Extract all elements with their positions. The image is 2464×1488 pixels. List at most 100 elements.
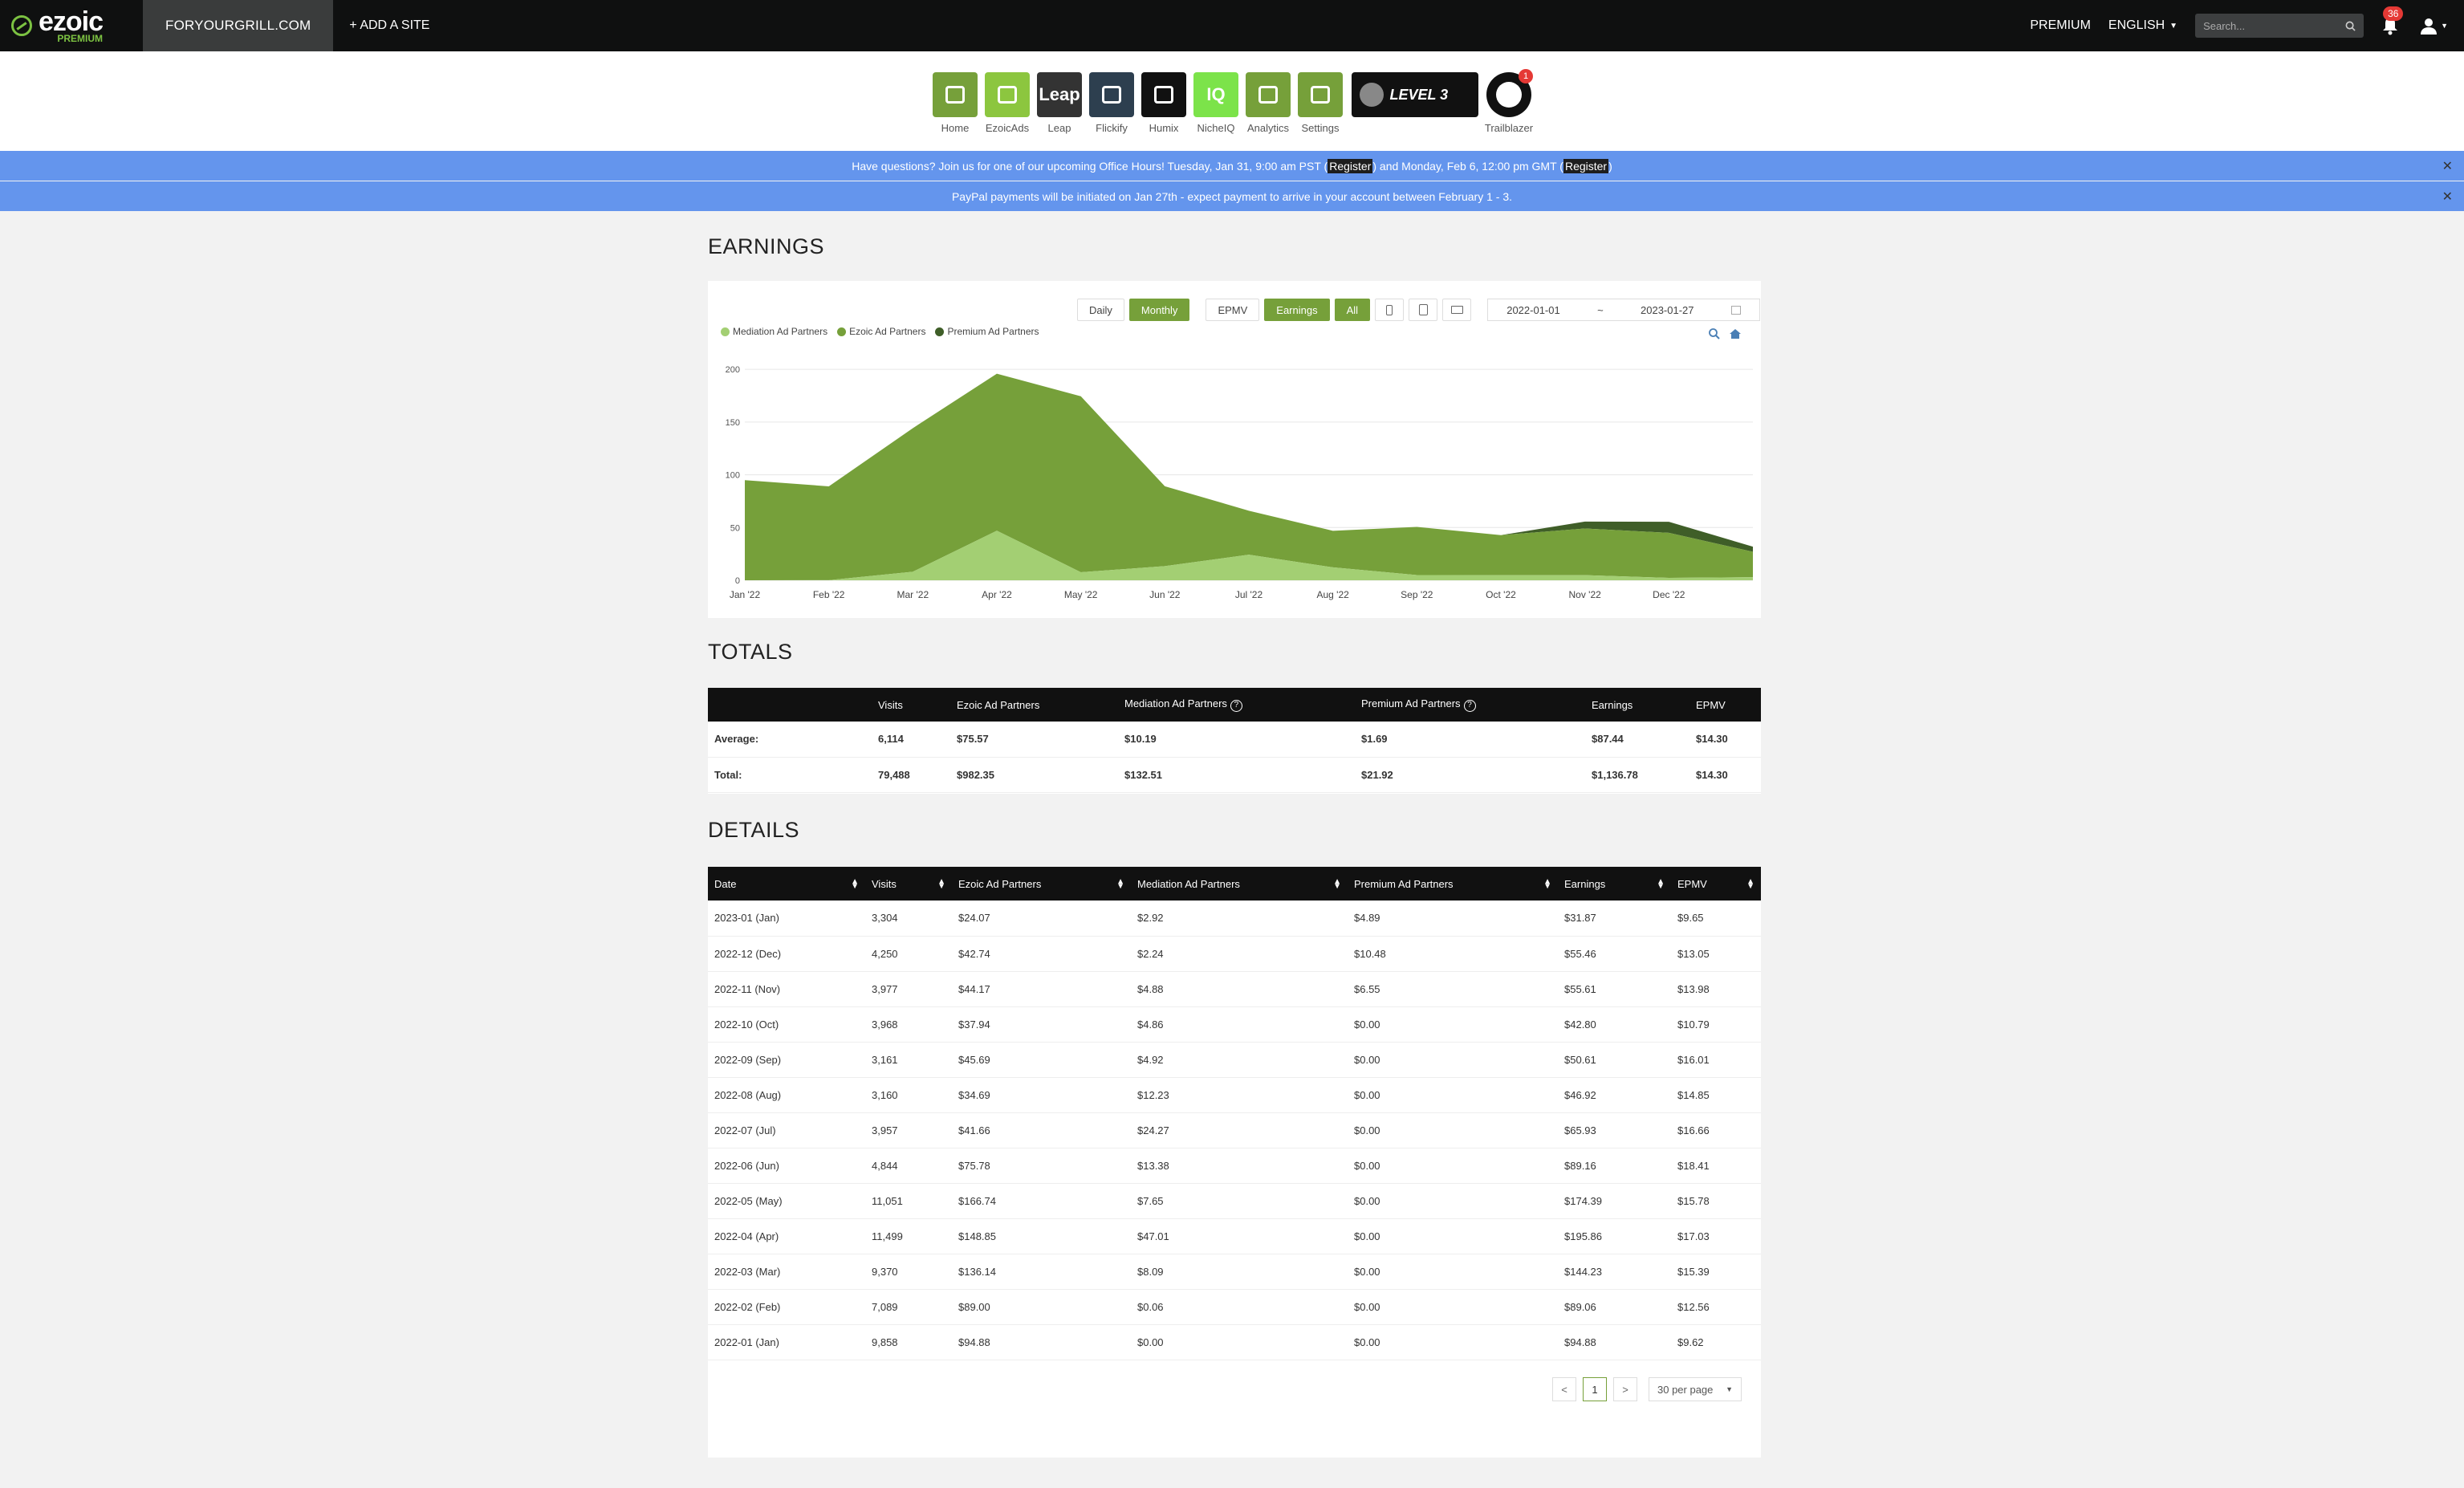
details-header-cell[interactable]: Date ▲ ▼ <box>708 867 865 901</box>
help-icon[interactable]: ? <box>1230 700 1242 712</box>
table-cell: $94.88 <box>952 1324 1131 1360</box>
desktop-button[interactable] <box>1442 299 1472 321</box>
details-table: Date ▲ ▼ Visits ▲ ▼ Ezoic Ad Partners ▲ ▼ Mediati… <box>708 867 1761 1360</box>
totals-cell: $75.57 <box>950 722 1118 758</box>
table-cell: $7.65 <box>1131 1183 1348 1219</box>
search-input[interactable]: Search... <box>2195 14 2364 38</box>
table-cell: 2022-01 (Jan) <box>708 1324 865 1360</box>
ezoic-ads-icon <box>985 72 1030 117</box>
sort-icon[interactable]: ▲ ▼ <box>1333 876 1341 891</box>
sort-icon[interactable]: ▲ ▼ <box>1746 876 1754 891</box>
app-leap[interactable]: Leap Leap <box>1034 72 1086 151</box>
app-launcher: Home EzoicAds Leap Leap Flickify Humix IQ Niche… <box>0 51 2464 151</box>
header-label: Visits <box>872 877 897 890</box>
user-menu[interactable]: ▼ <box>2420 17 2448 35</box>
details-header-cell[interactable]: Premium Ad Partners ▲ ▼ <box>1348 867 1558 901</box>
next-page-button[interactable]: > <box>1613 1377 1637 1401</box>
epmv-button[interactable]: EPMV <box>1206 299 1260 321</box>
tablet-button[interactable] <box>1409 299 1438 321</box>
current-site-tab[interactable]: FORYOURGRILL.COM <box>143 0 334 51</box>
notifications-button[interactable]: 36 <box>2381 6 2404 35</box>
app-home[interactable]: Home <box>929 72 982 151</box>
earnings-button[interactable]: Earnings <box>1264 299 1330 321</box>
add-site-link[interactable]: + ADD A SITE <box>349 18 430 32</box>
daily-button[interactable]: Daily <box>1077 299 1124 321</box>
table-row: 2022-03 (Mar) 9,370 $136.14 $8.09 $0.00 $144.… <box>708 1254 1761 1290</box>
totals-cell: $1,136.78 <box>1585 757 1689 793</box>
table-row: 2022-08 (Aug) 3,160 $34.69 $12.23 $0.00 $46.9… <box>708 1077 1761 1113</box>
close-icon[interactable]: ✕ <box>2442 160 2453 173</box>
table-cell: $10.79 <box>1671 1006 1761 1043</box>
legend-dot <box>935 327 945 337</box>
totals-header-cell: Earnings <box>1585 688 1689 722</box>
sort-icon[interactable]: ▲ ▼ <box>937 876 945 891</box>
app-humix[interactable]: Humix <box>1138 72 1190 151</box>
header-label: Earnings <box>1592 698 1633 711</box>
table-cell: $65.93 <box>1558 1112 1671 1149</box>
table-cell: $0.06 <box>1131 1289 1348 1325</box>
table-cell: $12.56 <box>1671 1289 1761 1325</box>
close-icon[interactable]: ✕ <box>2442 190 2453 204</box>
reset-home-icon[interactable] <box>1729 327 1742 340</box>
table-cell: $44.17 <box>952 971 1131 1007</box>
register-link-2[interactable]: Register <box>1563 158 1609 173</box>
table-cell: 2022-12 (Dec) <box>708 936 865 972</box>
legend-item[interactable]: Premium Ad Partners <box>935 326 1039 337</box>
app-label: Analytics <box>1246 122 1290 134</box>
table-cell: $89.06 <box>1558 1289 1671 1325</box>
register-link-1[interactable]: Register <box>1328 158 1373 173</box>
mobile-button[interactable] <box>1375 299 1405 321</box>
legend-item[interactable]: Mediation Ad Partners <box>721 326 827 337</box>
app-analytics[interactable]: Analytics <box>1242 72 1295 151</box>
sort-icon[interactable]: ▲ ▼ <box>1543 876 1551 891</box>
details-header-cell[interactable]: Ezoic Ad Partners ▲ ▼ <box>952 867 1131 901</box>
app-ezoicads[interactable]: EzoicAds <box>982 72 1034 151</box>
totals-cell: $132.51 <box>1118 757 1355 793</box>
trailblazer-badge: 1 <box>1519 69 1533 83</box>
sort-icon[interactable]: ▲ ▼ <box>851 876 859 891</box>
nicheiq-icon-text: IQ <box>1206 84 1226 104</box>
totals-cell: 79,488 <box>872 757 950 793</box>
monthly-button[interactable]: Monthly <box>1128 299 1190 321</box>
table-cell: $0.00 <box>1348 1254 1558 1290</box>
sort-icon[interactable]: ▲ ▼ <box>1116 876 1124 891</box>
table-cell: $16.66 <box>1671 1112 1761 1149</box>
date-range-picker[interactable]: 2022-01-01 ~ 2023-01-27 <box>1487 299 1761 321</box>
legend-item[interactable]: Ezoic Ad Partners <box>837 326 925 337</box>
header-label: Date <box>714 877 737 890</box>
prev-page-button[interactable]: < <box>1552 1377 1576 1401</box>
table-cell: $31.87 <box>1558 901 1671 937</box>
app-trailblazer[interactable]: 1 Trailblazer <box>1483 69 1535 151</box>
totals-cell: $10.19 <box>1118 722 1355 758</box>
table-cell: 2022-09 (Sep) <box>708 1042 865 1078</box>
earnings-chart-card: Daily Monthly EPMV Earnings All 2022-01-… <box>708 281 1761 618</box>
sort-icon[interactable]: ▲ ▼ <box>1657 876 1665 891</box>
header-label: EPMV <box>1696 698 1726 711</box>
details-header-cell[interactable]: Visits ▲ ▼ <box>865 867 952 901</box>
ezoic-logo-icon <box>11 15 32 36</box>
app-flickify[interactable]: Flickify <box>1086 72 1138 151</box>
page-1-button[interactable]: 1 <box>1583 1377 1607 1401</box>
per-page-select[interactable]: 30 per page ▼ <box>1649 1377 1742 1401</box>
details-header-cell[interactable]: EPMV ▲ ▼ <box>1671 867 1761 901</box>
ezoic-logo[interactable]: ezoic PREMIUM <box>0 0 143 51</box>
details-header-cell[interactable]: Mediation Ad Partners ▲ ▼ <box>1131 867 1348 901</box>
all-devices-button[interactable]: All <box>1334 299 1371 321</box>
help-icon[interactable]: ? <box>1463 700 1476 712</box>
language-dropdown[interactable]: ENGLISH ▼ <box>2108 18 2177 33</box>
table-cell: 9,858 <box>865 1324 952 1360</box>
zoom-icon[interactable] <box>1708 327 1721 340</box>
y-tick-label: 0 <box>735 576 740 586</box>
trailblazer-inner <box>1496 82 1522 108</box>
table-cell: 4,250 <box>865 936 952 972</box>
office-hours-text-3: ) <box>1608 159 1612 173</box>
header-label: Ezoic Ad Partners <box>957 698 1040 711</box>
table-cell: $13.98 <box>1671 971 1761 1007</box>
date-separator: ~ <box>1597 303 1604 316</box>
area-ezoic-ad-partners <box>745 373 1753 580</box>
details-header-cell[interactable]: Earnings ▲ ▼ <box>1558 867 1671 901</box>
premium-link[interactable]: PREMIUM <box>2030 18 2091 32</box>
app-nicheiq[interactable]: IQ NicheIQ <box>1190 72 1242 151</box>
level-badge[interactable]: LEVEL 3 <box>1347 72 1483 151</box>
app-settings[interactable]: Settings <box>1295 72 1347 151</box>
